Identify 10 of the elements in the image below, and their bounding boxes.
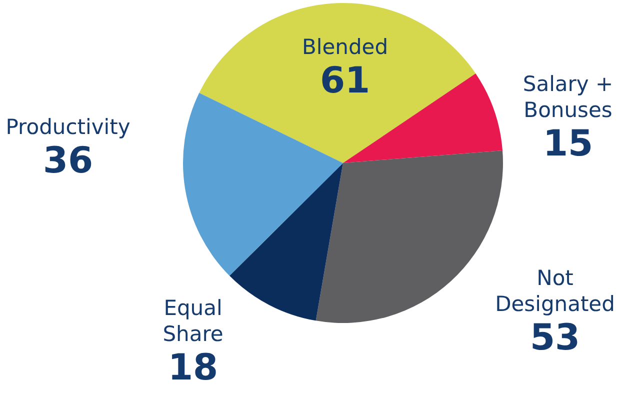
slice-label: Salary + Bonuses bbox=[522, 72, 614, 122]
data-label: 53 bbox=[530, 318, 580, 358]
slice-label: Not Designated bbox=[495, 266, 615, 316]
slice-label: Equal Share bbox=[162, 296, 224, 346]
data-label: 18 bbox=[168, 348, 218, 388]
slice-label: Blended bbox=[302, 35, 388, 59]
data-label: 36 bbox=[42, 140, 94, 182]
data-label: 61 bbox=[320, 60, 370, 102]
data-label: 15 bbox=[542, 124, 594, 164]
slice-label: Productivity bbox=[6, 115, 130, 139]
